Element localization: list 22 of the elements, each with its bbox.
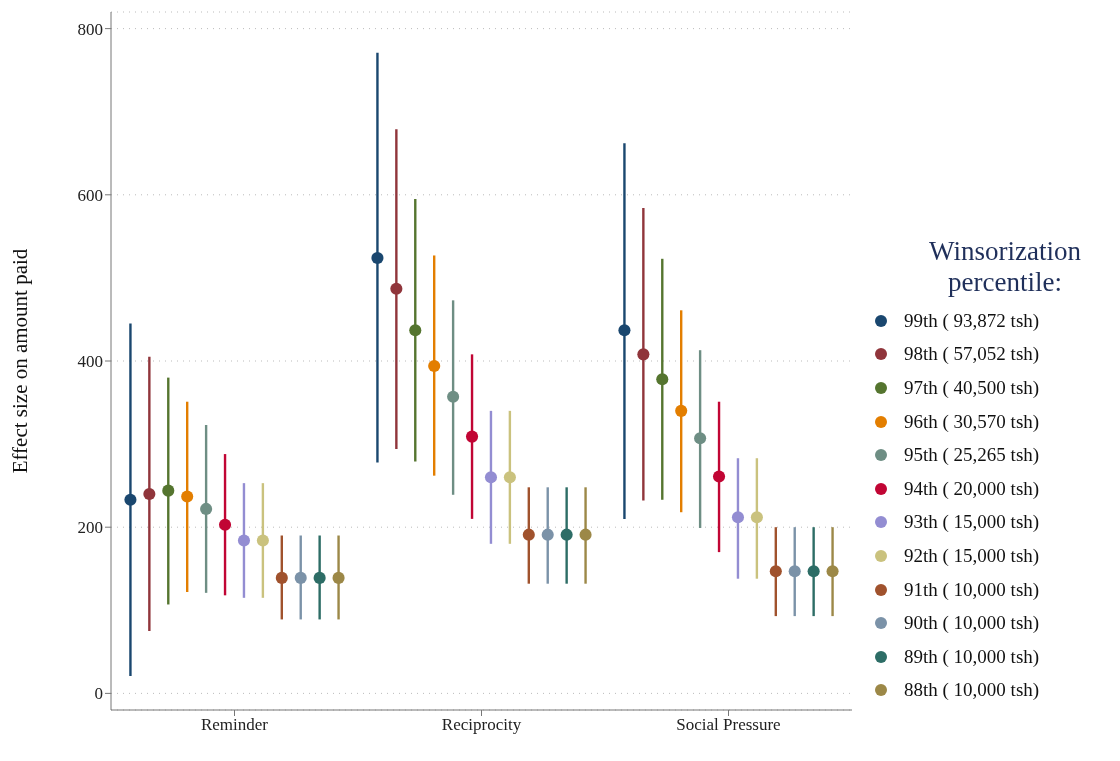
y-tick-label: 400 <box>77 352 103 372</box>
legend-label: 88th ( 10,000 tsh) <box>904 679 1040 702</box>
legend-label: 97th ( 40,500 tsh) <box>904 376 1040 399</box>
legend-label: 99th ( 93,872 tsh) <box>904 309 1040 332</box>
y-tick-label: 200 <box>77 518 103 538</box>
legend-label: 92th ( 15,000 tsh) <box>904 544 1040 567</box>
x-tick-label: Social Pressure <box>676 715 781 735</box>
y-tick-label: 600 <box>77 185 103 205</box>
y-tick-label: 800 <box>77 19 103 39</box>
legend-label: 95th ( 25,265 tsh) <box>904 444 1040 467</box>
y-axis-title: Effect size on amount paid <box>8 248 33 474</box>
x-tick-label: Reminder <box>200 715 269 735</box>
legend-label: 93th ( 15,000 tsh) <box>904 511 1040 534</box>
legend-label: 90th ( 10,000 tsh) <box>904 612 1040 635</box>
legend-label: 91th ( 10,000 tsh) <box>904 578 1040 601</box>
x-tick-label: Reciprocity <box>441 715 522 735</box>
legend-label: 94th ( 20,000 tsh) <box>904 477 1040 500</box>
legend-label: 98th ( 57,052 tsh) <box>904 343 1040 366</box>
y-tick-label: 0 <box>94 684 103 704</box>
legend-title: Winsorization percentile: <box>928 236 1082 298</box>
legend-label: 96th ( 30,570 tsh) <box>904 410 1040 433</box>
legend-label: 89th ( 10,000 tsh) <box>904 645 1040 668</box>
